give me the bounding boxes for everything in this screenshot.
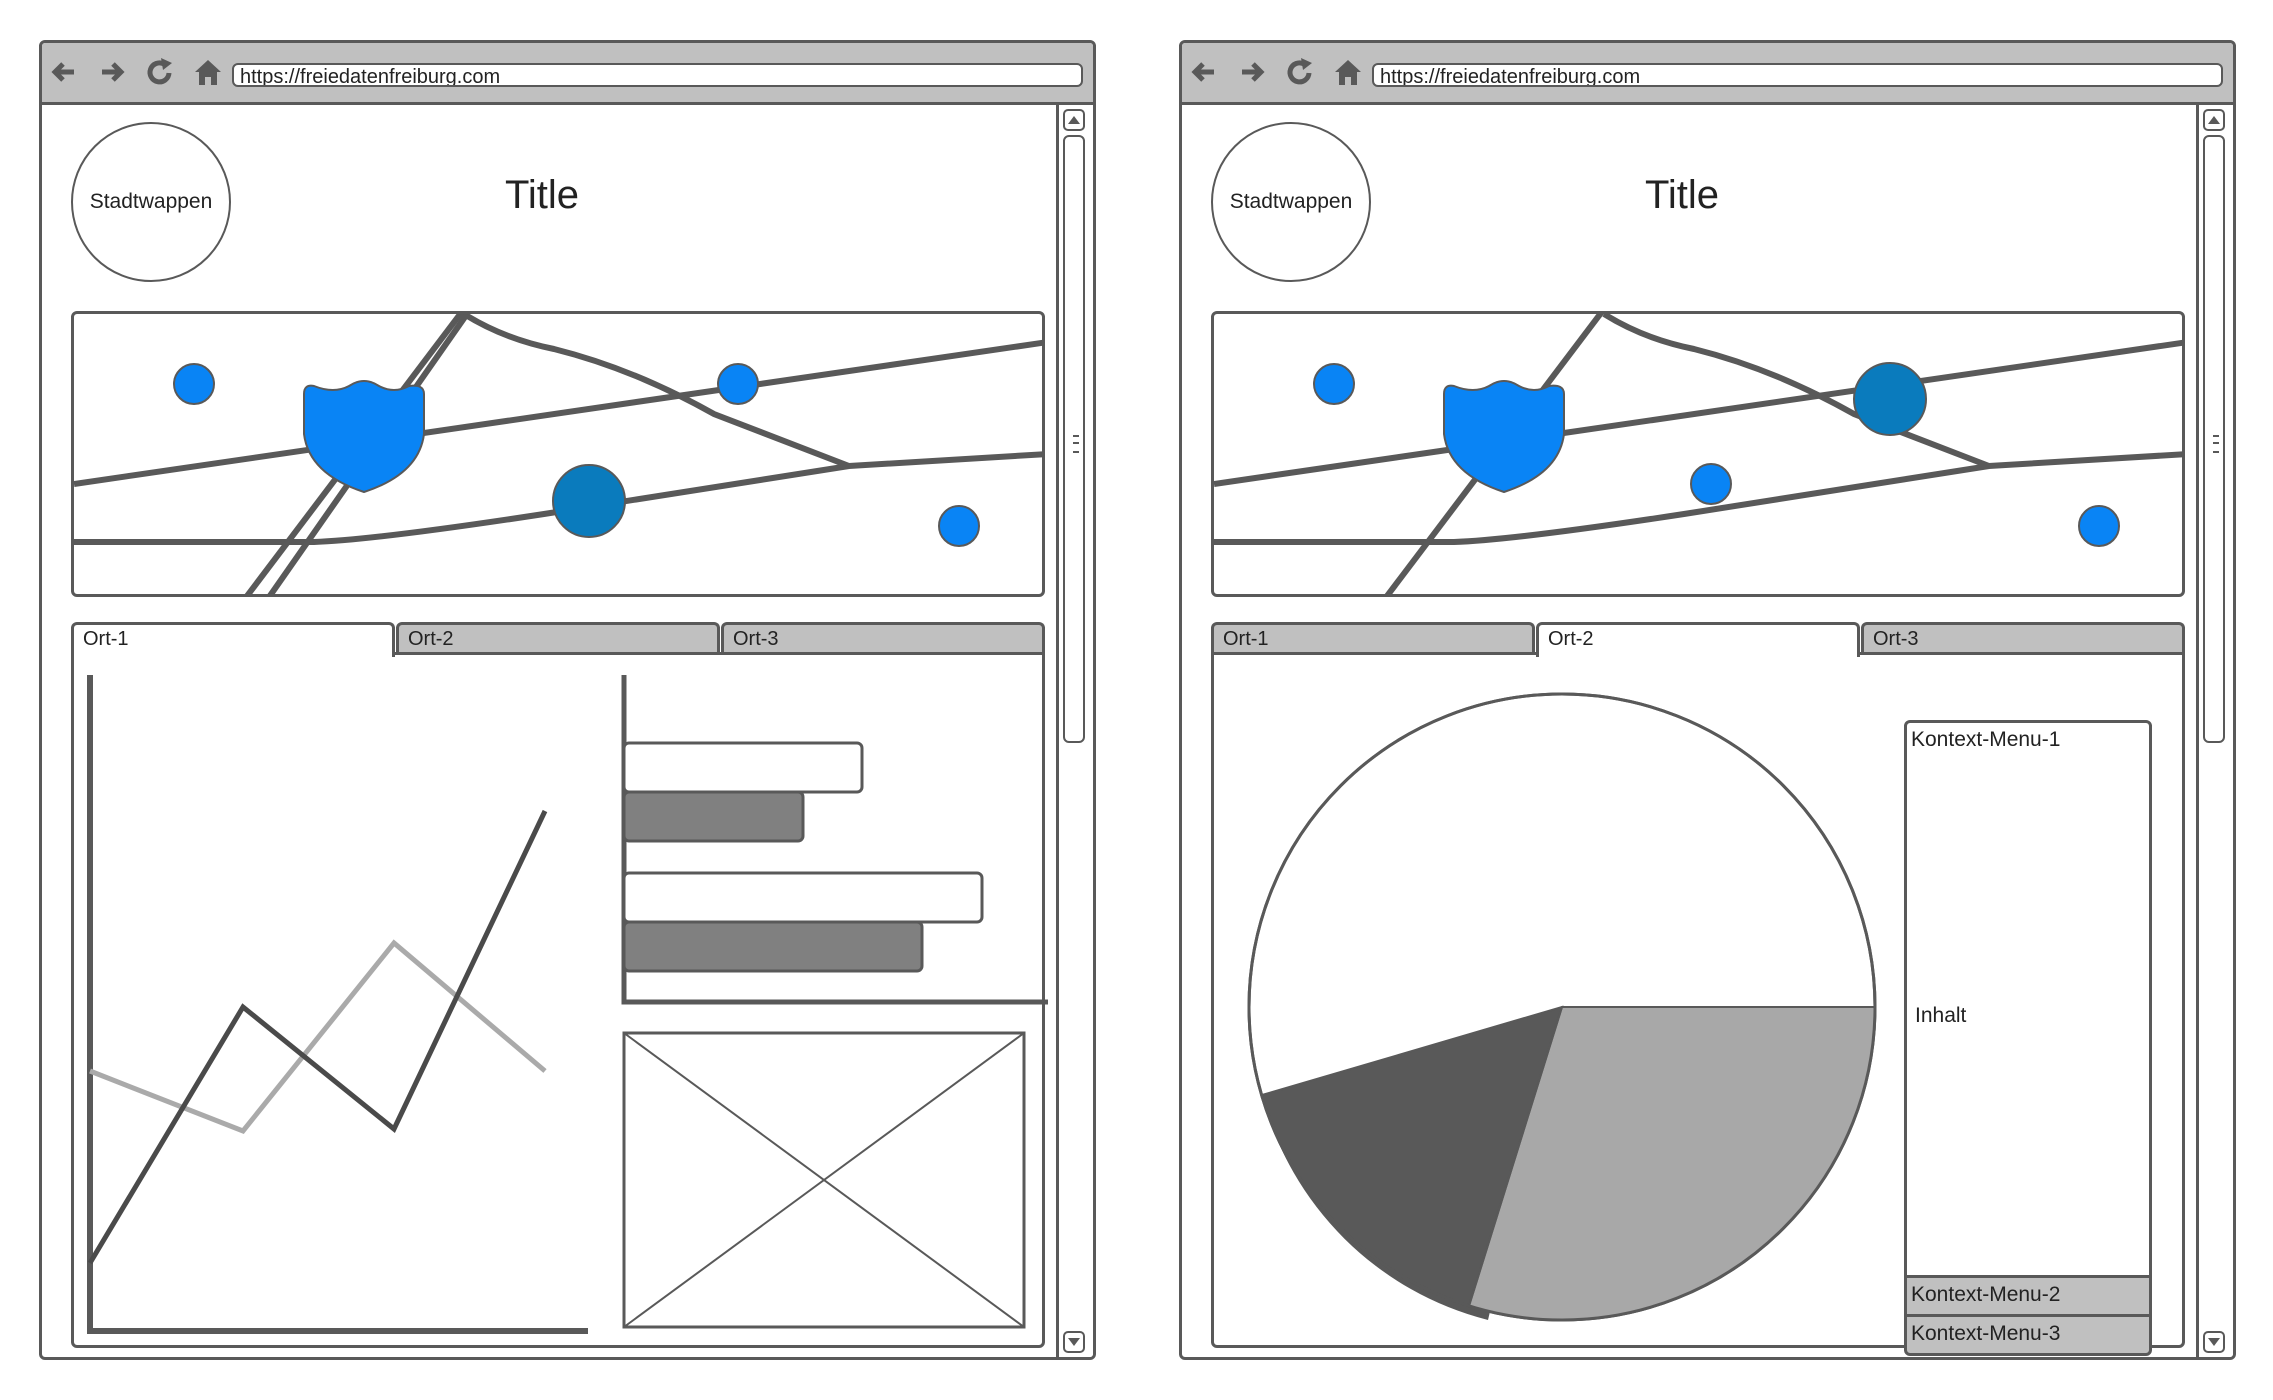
tab-panel-ort-2: Kontext-Menu-1 Inhalt Kontext-Menu-2 Kon…: [1211, 652, 2185, 1356]
context-menu-item-3[interactable]: Kontext-Menu-3: [1904, 1314, 2152, 1356]
address-bar[interactable]: https://freiedatenfreiburg.com: [1372, 63, 2223, 87]
pie-outline: [1247, 692, 1877, 1322]
map-canvas[interactable]: [74, 314, 1045, 597]
tab-ort-3[interactable]: Ort-3: [1861, 622, 2185, 654]
grip-icon: [2213, 435, 2219, 453]
scrollbar-thumb[interactable]: [1063, 135, 1085, 743]
map-marker-icon[interactable]: [2078, 505, 2120, 547]
line-chart-axes: [87, 675, 588, 1334]
vertical-scrollbar[interactable]: [2196, 105, 2233, 1357]
map-roads: [1214, 314, 2182, 594]
pie-slice-dark-edge: [1261, 1005, 1564, 1307]
tab-ort-1[interactable]: Ort-1: [71, 622, 395, 657]
tab-panel-ort-1: [71, 652, 1048, 1348]
browser-toolbar: https://freiedatenfreiburg.com: [1182, 43, 2233, 105]
map-marker-icon[interactable]: [173, 363, 215, 405]
forward-arrow-icon[interactable]: [1236, 56, 1268, 88]
shield-icon[interactable]: [303, 380, 425, 494]
crest-label: Stadtwappen: [1229, 190, 1353, 213]
reload-icon[interactable]: [144, 56, 176, 88]
scroll-up-icon[interactable]: [1063, 109, 1085, 131]
map[interactable]: [71, 311, 1045, 597]
bar-dark-1: [622, 790, 805, 843]
browser-window-ort-2: https://freiedatenfreiburg.com Stadtwapp…: [1179, 40, 2236, 1360]
context-menu-content-label: Inhalt: [1915, 1004, 1967, 1027]
tab-ort-1[interactable]: Ort-1: [1211, 622, 1535, 654]
context-menu-item-1[interactable]: Kontext-Menu-1: [1904, 720, 2152, 762]
tab-ort-2[interactable]: Ort-2: [1536, 622, 1860, 657]
line-series-dark: [87, 809, 548, 1265]
home-icon[interactable]: [192, 56, 224, 88]
city-crest: Stadtwappen: [71, 122, 231, 282]
pie-chart: [1247, 692, 1877, 1322]
scrollbar-thumb[interactable]: [2203, 135, 2225, 743]
page-title: Title: [504, 173, 580, 217]
map-marker-icon[interactable]: [717, 363, 759, 405]
map-roads: [74, 314, 1042, 594]
browser-window-ort-1: https://freiedatenfreiburg.com Stadtwapp…: [39, 40, 1096, 1360]
scroll-down-icon[interactable]: [2203, 1331, 2225, 1353]
address-bar[interactable]: https://freiedatenfreiburg.com: [232, 63, 1083, 87]
bar-dark-2: [622, 920, 924, 973]
vertical-scrollbar[interactable]: [1056, 105, 1093, 1357]
context-menu-item-2[interactable]: Kontext-Menu-2: [1904, 1275, 2152, 1317]
map[interactable]: [1211, 311, 2185, 597]
line-series-light: [89, 939, 547, 1134]
city-crest: Stadtwappen: [1211, 122, 1371, 282]
forward-arrow-icon[interactable]: [96, 56, 128, 88]
page-title: Title: [1644, 173, 1720, 217]
bar-light-1: [622, 741, 864, 794]
image-placeholder-icon: [622, 1031, 1026, 1329]
map-marker-icon[interactable]: [1690, 463, 1732, 505]
map-marker-selected-icon[interactable]: [1853, 362, 1927, 436]
browser-toolbar: https://freiedatenfreiburg.com: [42, 43, 1093, 105]
map-marker-icon[interactable]: [938, 505, 980, 547]
map-marker-selected-icon[interactable]: [552, 464, 626, 538]
shield-icon[interactable]: [1443, 380, 1565, 494]
crest-label: Stadtwappen: [89, 190, 213, 213]
map-canvas[interactable]: [1214, 314, 2185, 597]
scroll-up-icon[interactable]: [2203, 109, 2225, 131]
scroll-down-icon[interactable]: [1063, 1331, 1085, 1353]
tab-ort-2[interactable]: Ort-2: [396, 622, 720, 654]
back-arrow-icon[interactable]: [1188, 56, 1220, 88]
grip-icon: [1073, 435, 1079, 453]
pie-slice-dark: [1262, 1007, 1562, 1320]
context-menu-content: Inhalt: [1904, 759, 2152, 1278]
bar-light-2: [622, 871, 984, 924]
map-marker-icon[interactable]: [1313, 363, 1355, 405]
tab-ort-3[interactable]: Ort-3: [721, 622, 1045, 654]
reload-icon[interactable]: [1284, 56, 1316, 88]
back-arrow-icon[interactable]: [48, 56, 80, 88]
bar-chart: [621, 675, 1048, 1005]
home-icon[interactable]: [1332, 56, 1364, 88]
line-chart: [87, 675, 588, 1334]
